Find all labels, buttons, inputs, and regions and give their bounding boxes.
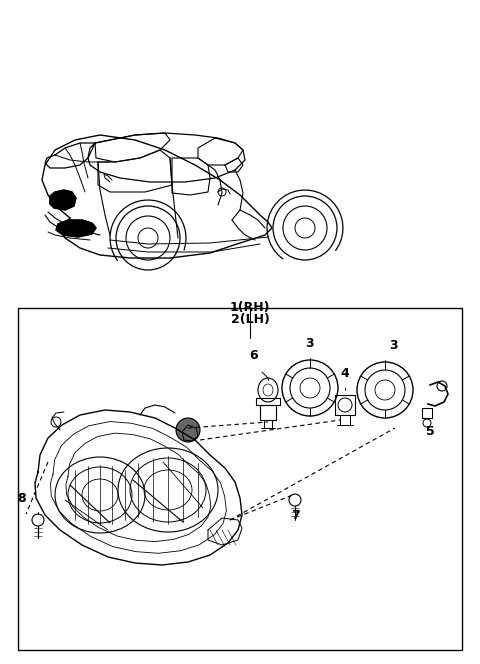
Text: 4: 4 <box>341 367 349 380</box>
Text: 6: 6 <box>250 349 258 362</box>
Text: 5: 5 <box>426 425 434 438</box>
Polygon shape <box>56 220 96 237</box>
Text: 7: 7 <box>290 509 300 522</box>
Text: 2(LH): 2(LH) <box>230 313 269 326</box>
Circle shape <box>176 418 200 442</box>
Bar <box>18 308 462 650</box>
Text: 8: 8 <box>18 492 26 505</box>
Text: 3: 3 <box>389 339 397 352</box>
Text: 3: 3 <box>306 337 314 350</box>
Polygon shape <box>50 190 76 210</box>
Text: 1(RH): 1(RH) <box>230 301 270 314</box>
